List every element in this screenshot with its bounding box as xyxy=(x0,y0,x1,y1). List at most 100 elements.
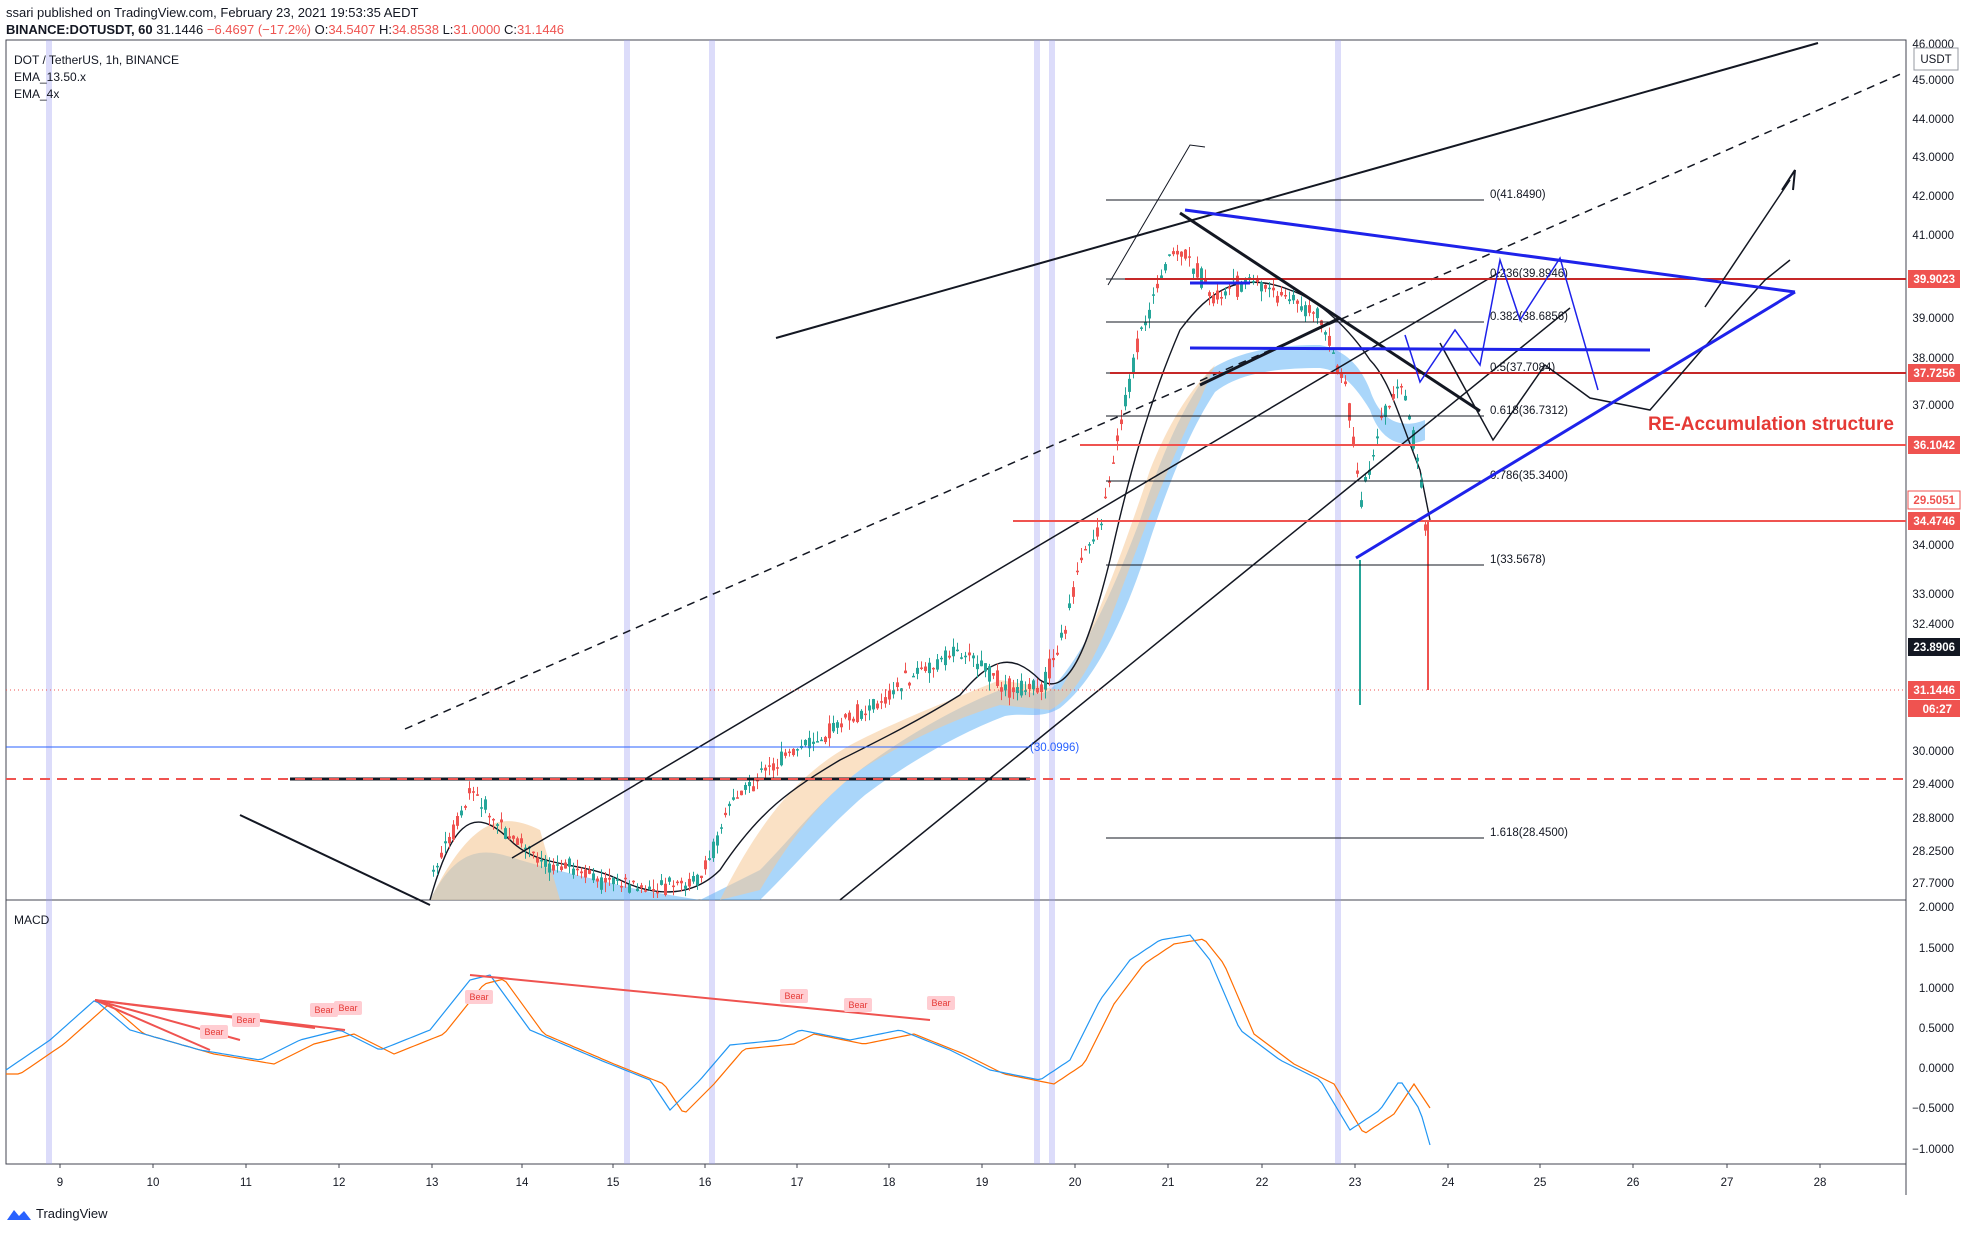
footer-brand: TradingView xyxy=(36,1206,108,1221)
session-band xyxy=(1335,40,1341,1164)
divergence-line xyxy=(469,974,931,1021)
bear-label: Bear xyxy=(784,991,803,1001)
candle-body xyxy=(940,657,943,660)
bear-label: Bear xyxy=(469,992,488,1002)
candle-body xyxy=(1156,283,1159,289)
candle-body xyxy=(784,752,787,756)
candle-body xyxy=(1320,320,1323,326)
candle-body xyxy=(932,667,935,670)
candle-body xyxy=(1284,295,1287,297)
candle-body xyxy=(492,818,495,821)
candle-body xyxy=(1184,249,1187,259)
price-tick-label: 28.2500 xyxy=(1912,846,1954,858)
macd-line xyxy=(5,934,1431,1146)
candle-body xyxy=(1380,416,1383,418)
candle-body xyxy=(460,810,463,816)
legend-ema1: EMA_13.50.x xyxy=(14,70,86,84)
candle-body xyxy=(440,852,443,858)
candle-body xyxy=(708,858,711,860)
candle-body xyxy=(1120,419,1123,425)
macd-signal-line xyxy=(6,938,1431,1134)
candle-body xyxy=(944,650,947,666)
candle-body xyxy=(1300,306,1303,311)
candle-body xyxy=(1168,254,1171,256)
time-tick-label: 21 xyxy=(1162,1177,1175,1189)
candle-body xyxy=(444,841,447,844)
fib-level-label: 0.786(35.3400) xyxy=(1490,470,1568,482)
candle-body xyxy=(824,736,827,743)
candle-body xyxy=(812,741,815,744)
candle-body xyxy=(652,889,655,891)
candle-body xyxy=(480,807,483,809)
candle-body xyxy=(1048,658,1051,679)
open-label: O: xyxy=(314,22,329,37)
candle-body xyxy=(868,705,871,711)
candle-body xyxy=(584,869,587,878)
time-tick-label: 26 xyxy=(1627,1177,1640,1189)
price-axis[interactable]: 46.000045.000044.000043.000042.000041.00… xyxy=(1912,39,1954,890)
candle-body xyxy=(1396,386,1399,389)
candle-body xyxy=(560,866,563,871)
time-tick-label: 25 xyxy=(1534,1177,1547,1189)
candle-body xyxy=(892,690,895,695)
candle-body xyxy=(1408,416,1411,420)
price-tag-label: 39.9023 xyxy=(1913,274,1955,286)
countdown-box xyxy=(1908,700,1960,717)
candle-body xyxy=(1080,557,1083,561)
candle-body xyxy=(456,816,459,826)
candle-body xyxy=(1372,455,1375,457)
candle-body xyxy=(1172,251,1175,255)
candle-body xyxy=(1288,299,1291,302)
bear-label-box xyxy=(844,998,872,1012)
candle-body xyxy=(1276,295,1279,303)
candle-body xyxy=(644,890,647,892)
price-tick-label: 34.0000 xyxy=(1912,540,1954,552)
candle-body xyxy=(1012,687,1015,693)
candle-body xyxy=(808,737,811,749)
price-tick-label: 29.4000 xyxy=(1912,779,1954,791)
candle-body xyxy=(548,863,551,873)
candle-body xyxy=(1116,435,1119,442)
bold-rising xyxy=(1199,316,1341,387)
candle-body xyxy=(524,847,527,850)
candle-body xyxy=(640,885,643,888)
candle-body xyxy=(568,858,571,867)
time-tick-label: 11 xyxy=(240,1177,252,1189)
macd-tick-label: 0.5000 xyxy=(1919,1023,1954,1035)
candle-body xyxy=(1264,284,1267,289)
candle-body xyxy=(580,871,583,874)
time-tick-label: 18 xyxy=(883,1177,896,1189)
candle-body xyxy=(1160,275,1163,279)
candle-body xyxy=(556,864,559,866)
upper-trendline xyxy=(775,42,1819,339)
candle-body xyxy=(1400,386,1403,388)
candle-body xyxy=(948,655,951,658)
candle-body xyxy=(716,835,719,846)
time-tick-label: 15 xyxy=(607,1177,620,1189)
candle-body xyxy=(1036,687,1039,693)
candle-body xyxy=(1088,544,1091,546)
candle-body xyxy=(776,767,779,769)
candle-body xyxy=(1332,352,1335,354)
session-band xyxy=(1049,40,1055,1164)
candle-body xyxy=(856,704,859,723)
macd-axis: 2.0000 1.5000 1.0000 0.5000 0.0000 −0.5000 −1.… xyxy=(1912,902,1954,1156)
candle-body xyxy=(476,794,479,796)
candle-body xyxy=(768,765,771,767)
candle-body xyxy=(1032,680,1035,690)
candle-body xyxy=(612,877,615,885)
candle-body xyxy=(920,667,923,670)
projection-path xyxy=(1439,259,1791,442)
price-tag-label: 29.5051 xyxy=(1913,495,1955,507)
candle-body xyxy=(1008,678,1011,698)
candle-body xyxy=(996,670,999,686)
macd-tick-label: 0.0000 xyxy=(1919,1063,1954,1075)
macd-tick-label: 1.5000 xyxy=(1919,943,1954,955)
candle-body xyxy=(676,881,679,884)
price-tags: 39.9023 37.7256 36.1042 29.5051 34.4746 23.89… xyxy=(1907,270,1961,699)
candle-body xyxy=(1084,548,1087,551)
candle-body xyxy=(1104,496,1107,499)
time-axis[interactable]: 9 10 11 12 13 14 15 16 17 18 19 20 21 22 23 24 25 26 27 28 xyxy=(57,1164,1827,1189)
candle-body xyxy=(1388,405,1391,408)
